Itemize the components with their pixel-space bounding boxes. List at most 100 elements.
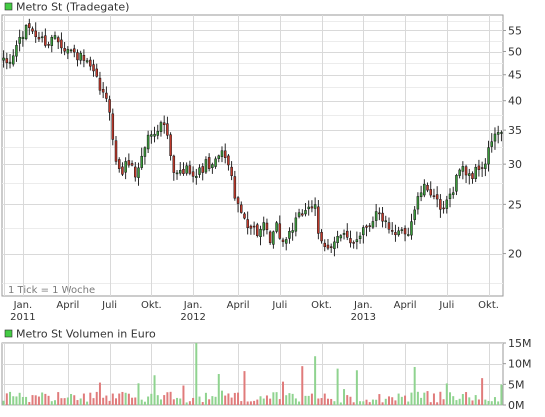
price-candle-body [362,227,365,236]
price-candle-body [153,133,156,137]
volume-bar [493,397,496,405]
volume-bar [336,368,339,405]
price-candle-body [117,159,121,169]
volume-bar [452,396,455,405]
price-y-tick-label: 25 [508,198,522,211]
volume-bar [468,397,471,405]
volume-bar [92,398,95,405]
price-candle-body [40,36,44,39]
volume-bar [102,397,105,405]
price-y-tick-label: 50 [508,46,522,59]
volume-bar [220,390,223,405]
price-x-year-label: 2012 [180,312,205,323]
price-candle-body [423,183,426,196]
price-candle-body [487,147,490,165]
volume-bar [352,402,355,405]
price-candle-body [387,222,391,230]
price-chart-title: Metro St (Tradegate) [16,1,129,14]
volume-bar [230,397,233,405]
volume-bar [343,389,346,405]
price-y-tick-label: 55 [508,24,522,37]
price-candle-body [394,232,397,236]
volume-bar [211,396,214,405]
price-y-tick-label: 35 [508,124,522,137]
price-x-tick-label: Juli [438,300,454,311]
volume-bar [471,400,474,405]
price-candle-body [8,61,12,64]
price-candle-body [294,217,298,232]
price-candle-body [214,158,217,167]
price-candle-body [329,246,333,248]
price-candle-body [89,59,92,67]
price-candle-body [464,166,468,176]
price-candle-body [243,213,246,219]
volume-bar [246,401,249,405]
price-candle-body [169,134,172,156]
price-plot-frame [1,14,504,297]
volume-bar [21,396,24,405]
volume-bar [326,398,329,405]
volume-bar [429,402,432,405]
price-grid [1,14,504,297]
volume-bar [333,401,336,405]
price-candle-body [28,23,31,28]
volume-bar [50,401,53,405]
volume-bar [159,399,162,405]
volume-bars [2,343,503,405]
price-candle-body [60,39,63,49]
volume-y-tick-label: 10M [508,358,532,371]
volume-bar [47,395,50,405]
volume-bar [426,391,429,405]
price-candle-body [326,244,330,249]
price-candle-body [304,210,307,215]
volume-bar [323,393,326,405]
price-candle-body [166,123,169,136]
price-candle-body [313,204,317,209]
volume-bar [31,395,34,405]
price-candle-body [178,170,182,174]
volume-bar [9,391,12,405]
price-x-tick-label: Juli [271,300,287,311]
volume-bar [166,392,169,405]
price-candle-body [230,166,233,176]
volume-bar [201,402,204,405]
volume-bar [98,382,101,405]
price-candle-body [76,52,79,61]
price-candle-body [121,166,124,175]
volume-bar [317,398,320,405]
volume-bar [66,397,69,405]
price-candle-body [92,64,95,72]
volume-bar [86,401,89,405]
price-candle-body [105,92,108,99]
price-candle-body [236,197,240,204]
price-candle-body [108,99,111,113]
price-candle-body [407,234,410,236]
volume-bar [481,378,484,405]
volume-bar [140,399,143,405]
price-candle-body [252,225,256,228]
price-candle-body [365,225,368,228]
volume-bar [384,398,387,405]
price-candle-body [278,223,282,239]
price-candle-body [249,225,253,229]
price-candle-body [146,134,150,150]
volume-bar [2,400,5,405]
volume-bar [346,395,349,405]
volume-bar [124,392,127,405]
price-candle-body [378,212,381,215]
price-candle-body [320,232,323,242]
volume-bar [301,366,304,405]
tick-note: 1 Tick = 1 Woche [8,285,95,296]
volume-bar [198,396,201,405]
volume-bar [182,385,185,405]
price-candle-body [480,167,484,169]
price-y-tick-label: 40 [508,95,522,108]
price-x-tick-label: Okt. [478,300,499,311]
price-candle-body [82,55,86,61]
volume-bar [436,402,439,405]
price-candle-body [211,164,214,169]
price-candle-body [21,36,25,39]
volume-bar [375,399,378,405]
price-y-tick-label: 45 [508,69,522,82]
